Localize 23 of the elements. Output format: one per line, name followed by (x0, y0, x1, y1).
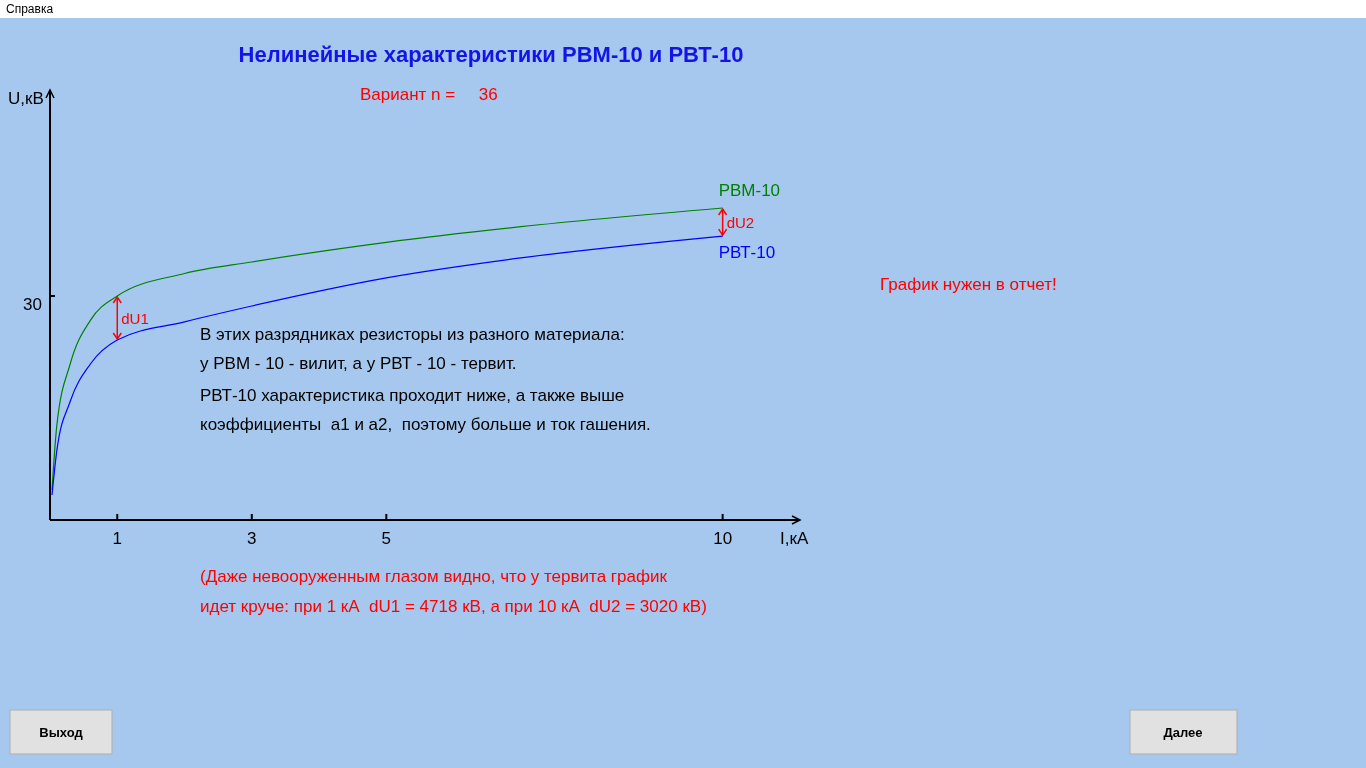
x-tick-label: 3 (247, 529, 257, 548)
chart-title: Нелинейные характеристики РВМ-10 и РВТ-10 (238, 42, 744, 67)
menu-bar: Справка (0, 0, 1366, 18)
annotation: РВТ-10 характеристика проходит ниже, а также выше (200, 386, 625, 405)
x-tick-label: 10 (713, 529, 733, 548)
annotation: dU2 (726, 214, 755, 232)
series-label: РВМ-10 (718, 181, 781, 200)
next-button: Далее (1129, 709, 1238, 755)
text: идет круче: при 1 кА dU1 = 4718 кВ, а при 10 кА dU2 = 3020 кВ) (200, 597, 707, 616)
exit-button: Выход (9, 709, 113, 755)
text: U,кВ (8, 89, 44, 108)
annotation: у РВМ - 10 - вилит, а у РВТ - 10 - тервит. (200, 354, 517, 373)
annotation: коэффициенты а1 и а2, поэтому больше и ток гашения. (200, 415, 651, 434)
annotation: dU1 (121, 309, 149, 327)
x-tick-label: 5 (381, 529, 392, 548)
x-axis-title: I,кА (780, 529, 809, 548)
chart-subtitle: Вариант n = 36 (360, 85, 498, 104)
text: График нужен в отчет! (880, 275, 1057, 294)
text: (Даже невооруженным глазом видно, что у тервита график (200, 567, 668, 586)
series-label: РВТ-10 (718, 243, 776, 263)
x-tick-label: 1 (112, 529, 122, 548)
annotation: В этих разрядниках резисторы из разного материала: (200, 325, 625, 344)
text: 30 (23, 295, 42, 314)
